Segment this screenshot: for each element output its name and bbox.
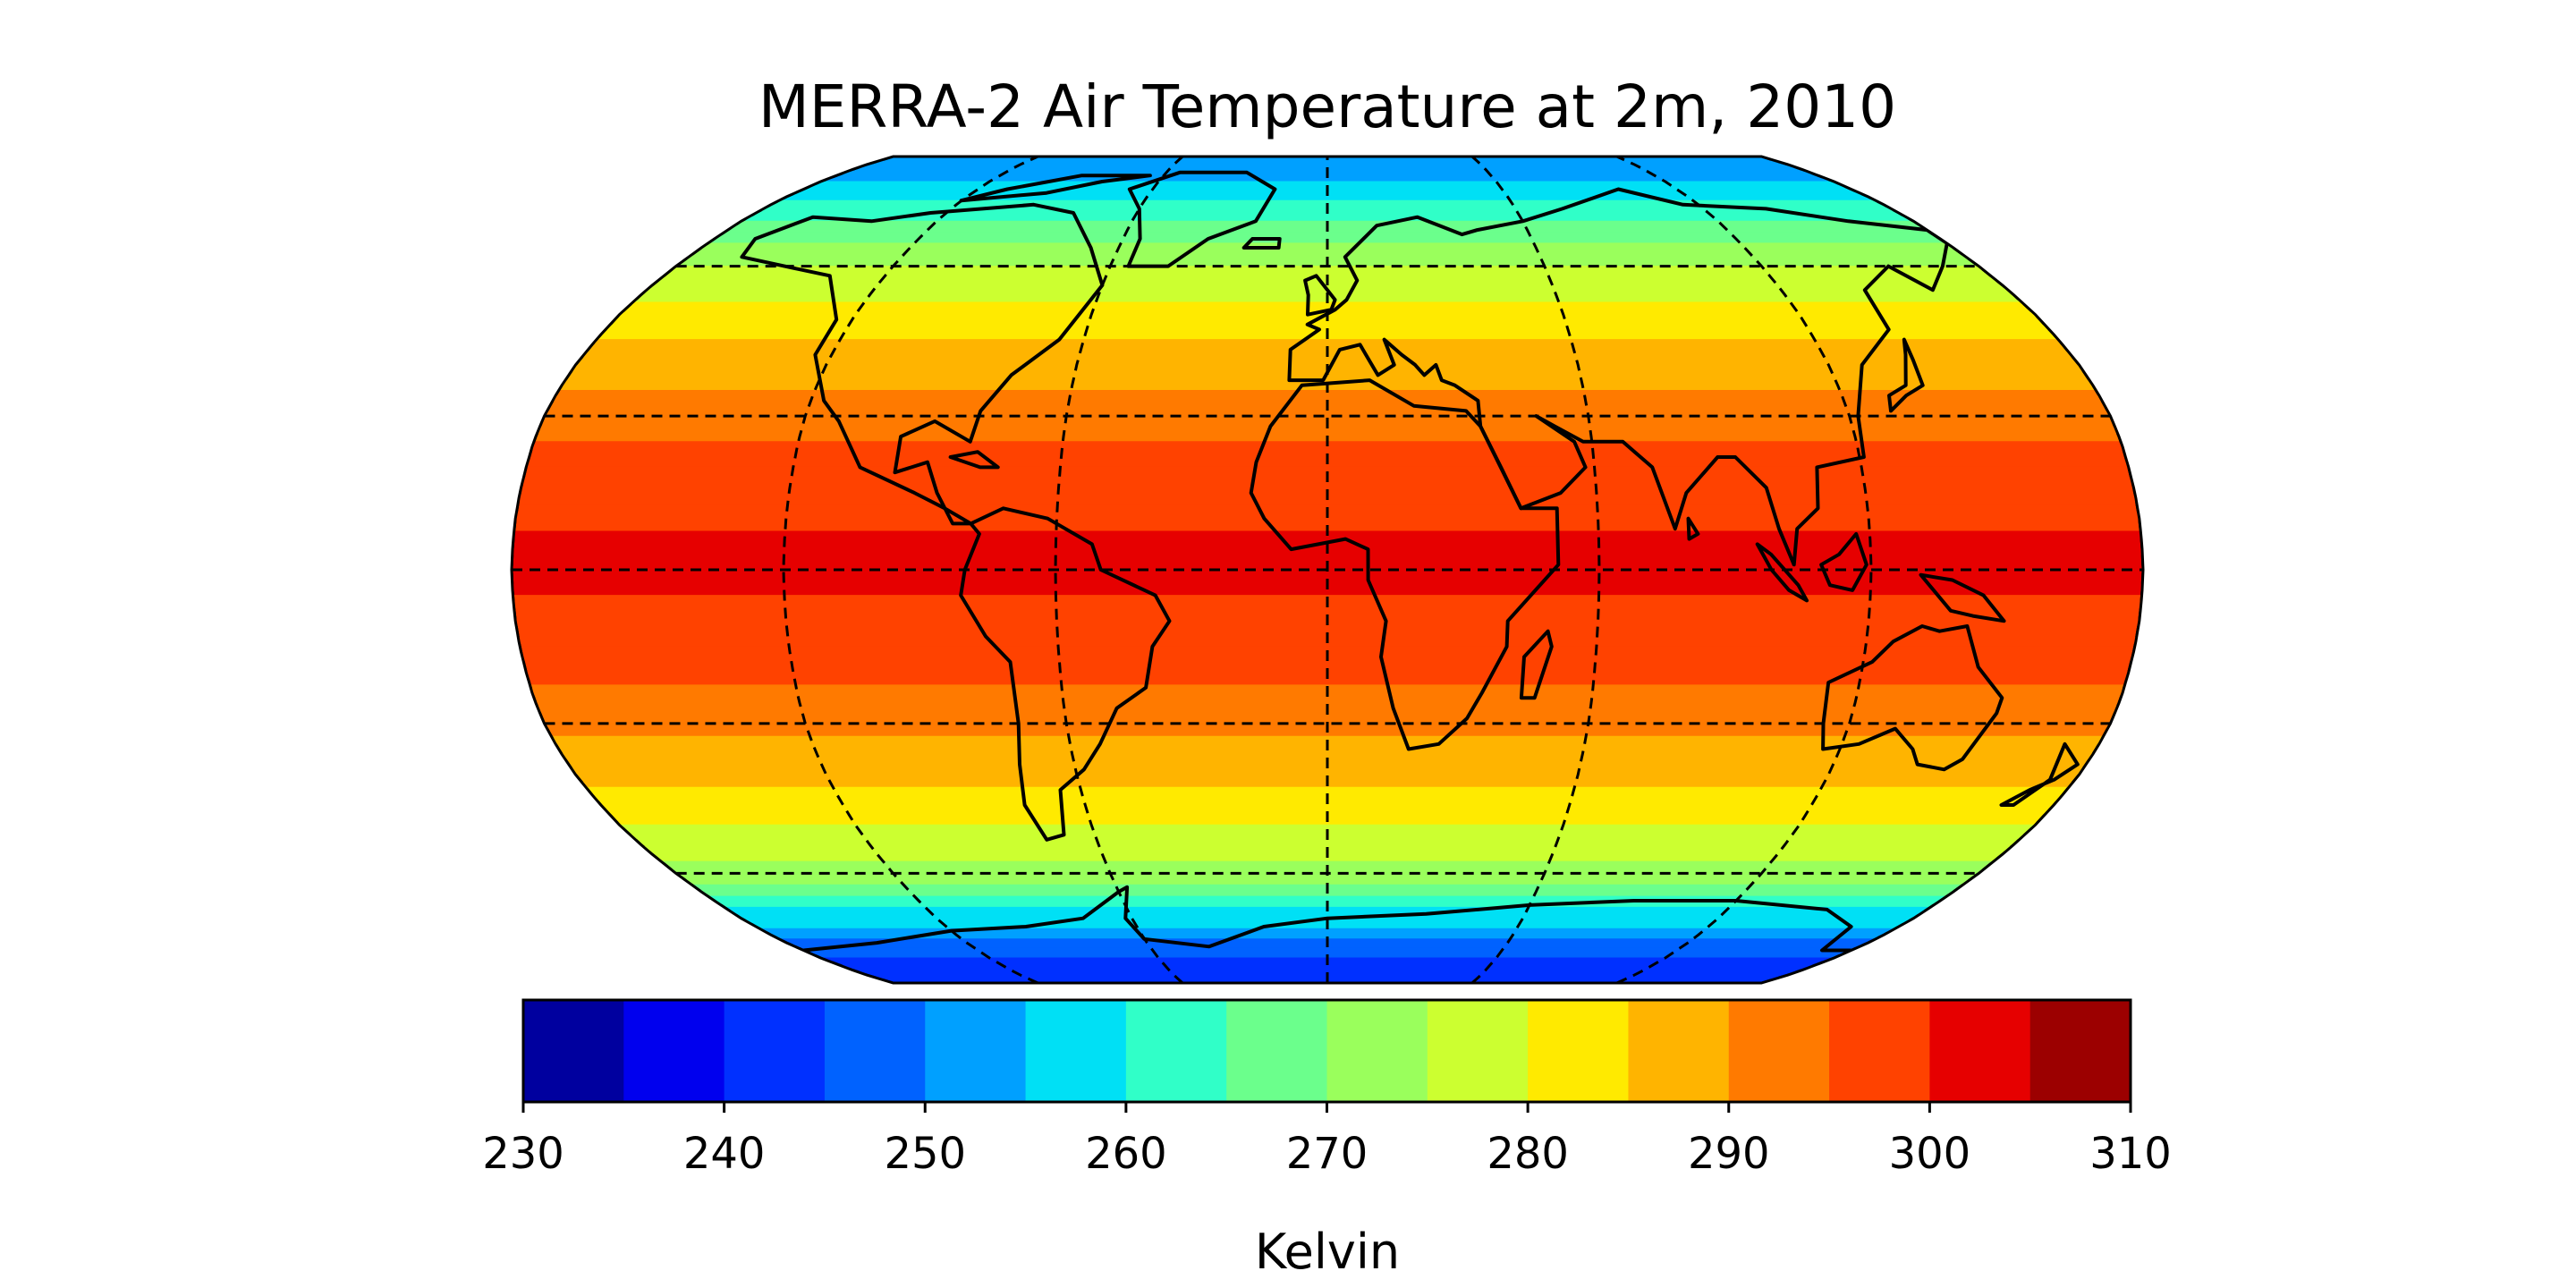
globe-outline xyxy=(510,155,2145,985)
colorbar-segment xyxy=(1427,1000,1529,1102)
coastline-south-america xyxy=(959,506,1172,842)
coastline-africa xyxy=(1249,378,1561,751)
coastline-north-america xyxy=(740,202,1105,526)
meridian-line xyxy=(1054,157,1184,983)
temperature-band xyxy=(840,965,1815,974)
meridian-line xyxy=(782,157,1039,983)
colorbar-segment xyxy=(623,1000,725,1102)
coastline-greenland xyxy=(1126,170,1277,268)
colorbar-tick-label: 250 xyxy=(884,1129,966,1179)
colorbar-tick-label: 310 xyxy=(2089,1129,2172,1179)
colorbar-segment xyxy=(2029,1000,2131,1102)
colorbar: 230 240 250 260 270 280 290 300 310 xyxy=(482,998,2172,1179)
colorbar-tick-label: 230 xyxy=(482,1129,564,1179)
coastline-uk xyxy=(1303,274,1337,317)
colorbar-label: Kelvin xyxy=(1255,1224,1400,1280)
coastline-borneo xyxy=(1819,531,1868,592)
coastline-eurasia xyxy=(1287,187,1949,567)
meridian-line xyxy=(1470,157,1601,983)
colorbar-tick-label: 240 xyxy=(683,1129,766,1179)
colorbar-segment xyxy=(1226,1000,1328,1102)
colorbar-tick-label: 280 xyxy=(1487,1129,1569,1179)
coastline-japan xyxy=(1887,337,1925,413)
map-panel xyxy=(510,155,2145,985)
coastline-arctic-islands xyxy=(959,174,1152,203)
colorbar-segment xyxy=(523,1000,624,1102)
colorbar-segment xyxy=(1528,1000,1630,1102)
colorbar-segment xyxy=(1025,1000,1127,1102)
colorbar-segment xyxy=(1628,1000,1730,1102)
colorbar-tick-label: 260 xyxy=(1085,1129,1167,1179)
chart-title: MERRA-2 Air Temperature at 2m, 2010 xyxy=(758,72,1896,141)
colorbar-segment xyxy=(1929,1000,2031,1102)
coastline-australia xyxy=(1821,624,2004,772)
colorbar-tick-label: 270 xyxy=(1286,1129,1368,1179)
coastline-sumatra xyxy=(1755,542,1809,603)
temperature-band xyxy=(860,161,1794,167)
colorbar-tick-label: 300 xyxy=(1889,1129,1971,1179)
coastline-sri-lanka xyxy=(1686,516,1700,541)
meridian-line xyxy=(1615,157,1873,983)
colorbar-tick-label: 290 xyxy=(1688,1129,1770,1179)
colorbar-segment xyxy=(1829,1000,1930,1102)
colorbar-segment xyxy=(824,1000,926,1102)
colorbar-segment xyxy=(724,1000,826,1102)
graticule xyxy=(512,157,2143,983)
colorbar-segment xyxy=(1125,1000,1227,1102)
colorbar-segment xyxy=(1728,1000,1830,1102)
coastline-cuba xyxy=(948,450,1000,470)
coastline-antarctica xyxy=(803,885,1853,953)
colorbar-segment xyxy=(1326,1000,1428,1102)
colorbar-segment xyxy=(925,1000,1027,1102)
coastlines xyxy=(740,170,2080,953)
coastline-new-zealand xyxy=(1999,741,2080,807)
coastline-iceland xyxy=(1241,237,1282,250)
coastline-madagascar xyxy=(1519,629,1554,700)
coastline-new-guinea xyxy=(1919,572,2006,623)
